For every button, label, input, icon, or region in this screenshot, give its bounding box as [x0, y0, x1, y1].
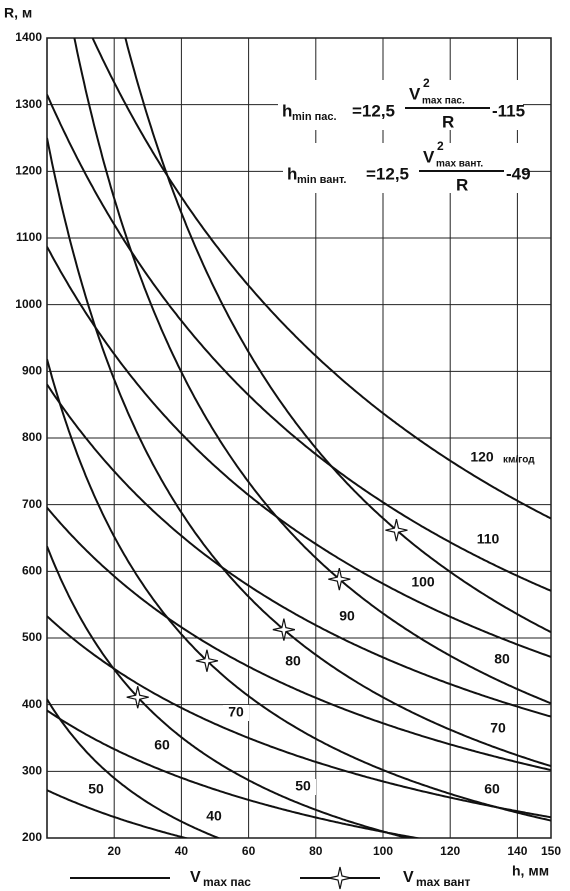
y-tick-label: 300: [22, 764, 42, 778]
x-tick-label: 140: [507, 844, 527, 858]
formula-den: R: [442, 112, 454, 131]
formula-den: R: [456, 175, 468, 194]
x-tick-label: 80: [309, 844, 323, 858]
label-bg: [489, 652, 515, 668]
label-bg: [290, 779, 316, 795]
curve: [47, 789, 190, 838]
label-bg: [410, 575, 436, 591]
formula-lhs-sub: min пас.: [292, 111, 337, 123]
y-tick-label: 700: [22, 497, 42, 511]
curve: [47, 383, 551, 718]
y-tick-label: 600: [22, 564, 42, 578]
label-bg: [334, 609, 360, 625]
x-tick-label: 40: [175, 844, 189, 858]
star-marker: [272, 618, 296, 641]
curves: [47, 38, 551, 838]
y-tick-label: 1000: [15, 297, 42, 311]
label-bg: [479, 782, 505, 798]
curve: [124, 38, 551, 634]
formula-num-sup: 2: [437, 139, 444, 153]
y-axis-label: R, м: [4, 5, 32, 21]
curve-label: 60: [484, 781, 500, 797]
curve: [91, 38, 551, 520]
formula-num: V: [409, 84, 421, 103]
curve-label: 100: [411, 574, 435, 590]
formula-bg: [278, 80, 523, 130]
curve-label: 50: [88, 781, 104, 797]
legend-label-sub: max пас: [203, 875, 251, 889]
formula-num-sup: 2: [423, 76, 430, 90]
formula-bg: [283, 143, 523, 193]
x-tick-label: 150: [541, 844, 561, 858]
curve-label: 70: [228, 704, 244, 720]
y-tick-label: 200: [22, 830, 42, 844]
label-bg: [83, 782, 109, 798]
x-tick-label: 60: [242, 844, 256, 858]
label-bg: [485, 721, 511, 737]
y-tick-label: 1100: [16, 230, 42, 244]
curve-label: 80: [285, 653, 301, 669]
unit-label: км/год: [503, 455, 535, 466]
formula-num-sub: max пас.: [422, 96, 465, 107]
formula-lhs: h: [287, 164, 297, 183]
curve: [47, 545, 412, 838]
formula-coef: =12,5: [352, 101, 395, 120]
curve-label: 80: [494, 651, 510, 667]
star-marker: [385, 519, 408, 542]
label-bg: [475, 532, 501, 548]
formula-offset: -49: [506, 164, 531, 183]
curve: [47, 137, 551, 768]
label-bg: [201, 809, 227, 825]
curve-label: 50: [295, 778, 311, 794]
curve: [47, 615, 551, 819]
x-tick-label: 20: [108, 844, 122, 858]
legend-label: V: [403, 869, 414, 886]
x-tick-label: 100: [373, 844, 393, 858]
curve-label: 60: [154, 737, 170, 753]
curve-label: 40: [206, 808, 222, 824]
curve: [47, 246, 551, 658]
formula-coef: =12,5: [366, 164, 409, 183]
x-tick-label: 120: [440, 844, 460, 858]
legend-label: V: [190, 869, 201, 886]
y-tick-label: 1400: [15, 30, 42, 44]
legend-label-sub: max вант: [416, 875, 470, 889]
y-tick-label: 800: [22, 430, 42, 444]
curve-label: 120: [470, 449, 494, 465]
label-bg: [469, 450, 495, 466]
formula-lhs-sub: min вант.: [297, 174, 346, 186]
label-bg: [280, 654, 306, 670]
curve: [47, 506, 551, 772]
y-tick-label: 400: [22, 697, 42, 711]
label-bg: [149, 738, 175, 754]
y-tick-label: 1200: [15, 164, 42, 178]
curve: [47, 358, 551, 822]
x-axis-label: h, мм: [512, 863, 549, 879]
formula-num: V: [423, 147, 435, 166]
y-tick-label: 500: [22, 630, 42, 644]
formula-lhs: h: [282, 101, 292, 120]
curve-label: 90: [339, 608, 355, 624]
curve: [73, 38, 551, 705]
curve: [47, 709, 423, 838]
curve-label: 70: [490, 720, 506, 736]
star-marker: [195, 649, 219, 672]
star-marker: [328, 568, 351, 591]
formula-num-sub: max вант.: [436, 159, 483, 170]
curve: [47, 698, 222, 838]
star-marker: [328, 866, 352, 890]
label-bg: [223, 705, 249, 721]
formula-offset: -115: [492, 101, 525, 120]
star-marker: [126, 686, 149, 709]
y-tick-label: 900: [22, 364, 42, 378]
y-tick-label: 1300: [15, 97, 42, 111]
curve-label: 110: [477, 531, 500, 547]
